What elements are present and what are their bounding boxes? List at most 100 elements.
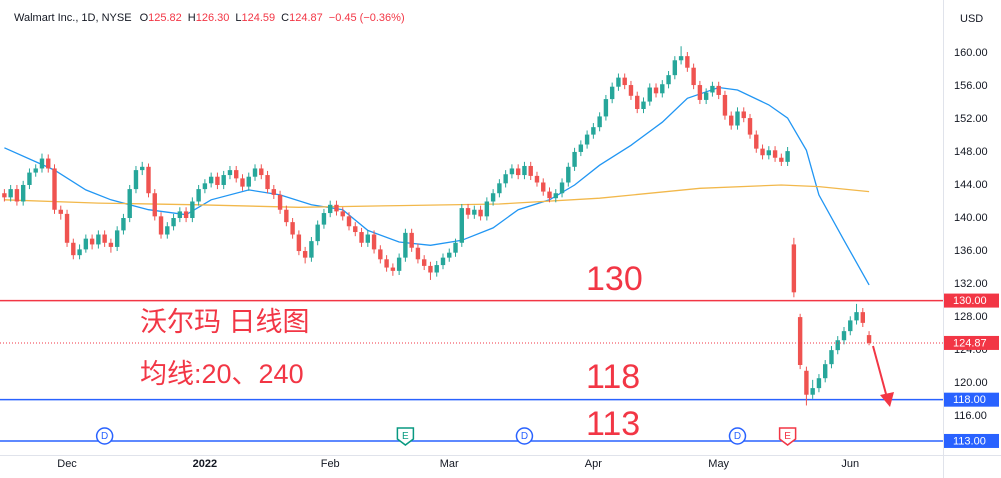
candle-body xyxy=(71,242,76,256)
candle-body xyxy=(635,95,640,110)
candle-body xyxy=(58,209,63,214)
x-tick-label: Jun xyxy=(841,458,859,470)
y-tick-label: 156.00 xyxy=(954,80,988,92)
candle-body xyxy=(772,150,778,158)
candle-body xyxy=(528,165,533,176)
candle-body xyxy=(791,244,797,293)
candle-body xyxy=(848,320,853,332)
candle-body xyxy=(46,158,51,169)
field-value: 126.30 xyxy=(196,12,230,24)
y-tick-label: 144.00 xyxy=(954,179,988,191)
event-label: E xyxy=(402,431,409,442)
candle-body xyxy=(108,242,114,247)
ma-line xyxy=(4,184,870,208)
candle-body xyxy=(152,193,157,217)
candle-body xyxy=(390,267,396,271)
candle-body xyxy=(183,211,189,219)
candle-body xyxy=(259,168,264,176)
x-tick-label: May xyxy=(708,458,729,470)
candle-body xyxy=(302,251,308,258)
candle-body xyxy=(804,370,809,395)
candle-body xyxy=(678,56,684,61)
candle-body xyxy=(83,238,89,250)
candle-body xyxy=(578,144,584,152)
candle-body xyxy=(729,115,734,126)
arrow-shaft xyxy=(872,345,887,395)
y-tick-label: 120.00 xyxy=(954,377,988,389)
candle-body xyxy=(553,193,558,199)
candle-body xyxy=(453,242,458,253)
candle-body xyxy=(584,134,590,145)
candle-body xyxy=(591,127,596,135)
event-marker xyxy=(778,427,797,446)
candle-body xyxy=(609,86,615,100)
candle-body xyxy=(196,189,201,202)
last-price-label: 124.87 xyxy=(953,337,987,349)
candle-body xyxy=(541,182,546,192)
candle-body xyxy=(559,182,565,194)
level-label: 130.00 xyxy=(953,295,987,307)
level-label: 113.00 xyxy=(953,435,986,447)
candle-body xyxy=(234,170,239,179)
candle-body xyxy=(409,232,414,248)
candle-body xyxy=(346,216,352,227)
candle-body xyxy=(33,168,38,173)
candle-body xyxy=(371,234,377,250)
candle-body xyxy=(447,252,452,258)
candle-body xyxy=(747,118,753,135)
candle-body xyxy=(114,230,120,247)
candle-body xyxy=(265,175,270,190)
candle-body xyxy=(465,208,471,215)
y-tick-label: 140.00 xyxy=(954,212,988,224)
x-tick-label: 2022 xyxy=(193,458,217,470)
candle-body xyxy=(39,158,45,169)
arrow xyxy=(872,345,894,407)
field-key: L xyxy=(235,12,241,24)
candle-body xyxy=(823,364,828,379)
candle-body xyxy=(77,249,82,256)
candle-body xyxy=(190,201,195,219)
candle-body xyxy=(860,312,865,323)
currency: USD xyxy=(960,13,983,25)
candle-body xyxy=(572,151,577,167)
candle-body xyxy=(171,218,176,227)
candle-body xyxy=(321,213,327,225)
y-tick-label: 148.00 xyxy=(954,146,988,158)
candle-body xyxy=(603,99,609,117)
candle-body xyxy=(703,92,709,100)
x-tick-label: Apr xyxy=(585,458,602,470)
candle-body xyxy=(641,101,646,110)
candle-body xyxy=(208,176,214,184)
legend-header: Walmart Inc., 1D, NYSE O125.82 H126.30 L124… xyxy=(14,12,405,24)
candle-body xyxy=(722,94,728,116)
candle-body xyxy=(766,150,772,156)
candle-body xyxy=(509,168,515,175)
candle-body xyxy=(52,168,57,210)
candle-body xyxy=(597,116,602,128)
y-tick-label: 152.00 xyxy=(954,113,988,125)
x-tick-label: Feb xyxy=(321,458,340,470)
annotation-title: 沃尔玛 日线图 xyxy=(140,307,310,337)
candle-body xyxy=(359,232,364,243)
candle-body xyxy=(816,378,822,389)
field-value: 124.87 xyxy=(289,12,323,24)
candle-body xyxy=(334,204,339,212)
candle-body xyxy=(459,208,464,243)
candle-body xyxy=(653,87,659,94)
last-price-tag xyxy=(944,335,999,350)
candle-body xyxy=(472,209,477,215)
candle-body xyxy=(227,170,233,176)
candle-body xyxy=(353,226,358,233)
candle-body xyxy=(221,175,226,185)
annotation-note: 均线:20、240 xyxy=(140,359,304,389)
candle-body xyxy=(240,178,245,187)
field-key: H xyxy=(188,12,196,24)
candle-body xyxy=(854,312,859,321)
candle-body xyxy=(628,85,634,96)
candle-body xyxy=(478,209,483,217)
candle-body xyxy=(177,211,183,219)
candle-body xyxy=(290,222,295,235)
candle-body xyxy=(146,166,151,194)
